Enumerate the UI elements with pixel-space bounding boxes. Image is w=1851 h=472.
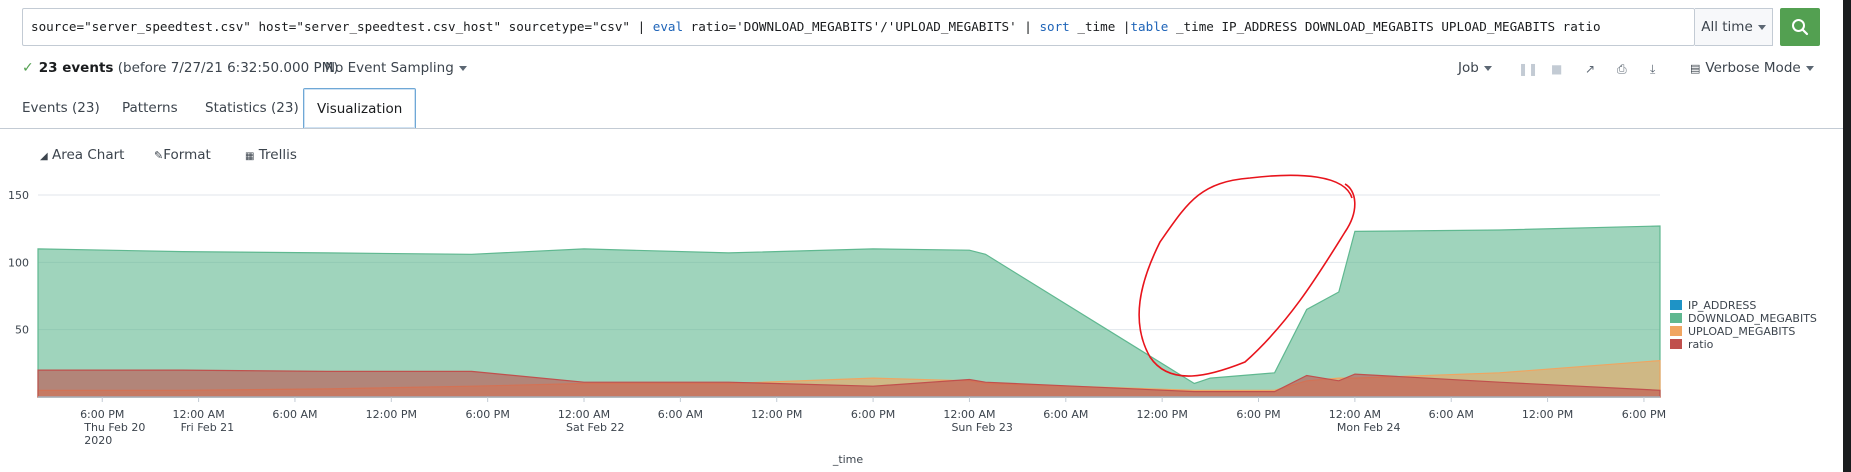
event-sampling-dropdown[interactable]: No Event Sampling (325, 60, 467, 76)
x-tick-label: 2020 (84, 434, 112, 447)
y-tick-label: 50 (15, 324, 29, 337)
chart-type-label: Area Chart (52, 147, 125, 163)
search-button[interactable] (1780, 8, 1820, 46)
format-label: Format (163, 147, 211, 163)
y-axis: 150 100 50 (8, 189, 29, 337)
x-tick-label: 6:00 PM (1236, 408, 1280, 421)
area-chart-icon: ◢ (40, 151, 48, 162)
x-tick-label: Mon Feb 24 (1337, 421, 1401, 434)
x-tick-label: 6:00 PM (80, 408, 124, 421)
series-area-download-megabits[interactable] (37, 225, 1661, 398)
x-tick-label: Sat Feb 22 (566, 421, 625, 434)
x-tick-label: 12:00 AM (558, 408, 610, 421)
pencil-icon: ✎ (154, 149, 164, 162)
query-command: table (1130, 19, 1169, 34)
mode-icon: ▤ (1690, 62, 1701, 75)
chevron-down-icon (1483, 65, 1492, 71)
x-tick-label: 12:00 PM (751, 408, 802, 421)
legend-item[interactable]: IP_ADDRESS (1688, 299, 1756, 312)
x-tick-label: 12:00 PM (1136, 408, 1187, 421)
legend-item[interactable]: UPLOAD_MEGABITS (1688, 325, 1795, 338)
x-tick-label: 12:00 AM (172, 408, 224, 421)
search-icon (1792, 19, 1809, 36)
legend-item[interactable]: ratio (1688, 338, 1714, 351)
x-tick-label: 12:00 PM (366, 408, 417, 421)
chart-toolbar: ◢ Area Chart ✎Format ▦ Trellis (0, 138, 1851, 172)
search-mode-label: Verbose Mode (1705, 60, 1801, 76)
search-mode-dropdown[interactable]: ▤ Verbose Mode (1690, 60, 1814, 76)
x-tick-label: 6:00 AM (658, 408, 703, 421)
query-text: _time IP_ADDRESS DOWNLOAD_MEGABITS UPLOA… (1168, 19, 1601, 34)
legend-swatch (1670, 339, 1682, 349)
chevron-down-icon (1757, 24, 1766, 30)
format-button[interactable]: ✎Format (154, 147, 211, 163)
x-tick-label: 12:00 AM (943, 408, 995, 421)
job-menu[interactable]: Job (1458, 60, 1492, 76)
chart-type-button[interactable]: ◢ Area Chart (40, 147, 124, 163)
trellis-button[interactable]: ▦ Trellis (245, 147, 297, 163)
tab-statistics[interactable]: Statistics (23) (205, 100, 299, 116)
x-tick-label: Fri Feb 21 (181, 421, 235, 434)
x-tick-label: 6:00 AM (1429, 408, 1474, 421)
search-bar[interactable]: source="server_speedtest.csv" host="serv… (22, 8, 1695, 46)
x-tick-label: 12:00 PM (1522, 408, 1573, 421)
x-tick-label: 6:00 PM (1622, 408, 1666, 421)
pause-icon[interactable]: ❚❚ (1518, 62, 1539, 76)
chart-series (37, 225, 1661, 398)
share-icon[interactable]: ↗ (1585, 62, 1596, 76)
x-tick-label: 6:00 PM (851, 408, 895, 421)
window-edge (1843, 0, 1851, 472)
event-sampling-label: No Event Sampling (325, 60, 454, 76)
trellis-label: Trellis (258, 147, 297, 163)
query-text: source="server_speedtest.csv" host="serv… (31, 19, 653, 34)
x-tick-label: 6:00 AM (272, 408, 317, 421)
export-icon[interactable]: ⤓ (1650, 62, 1656, 76)
tab-visualization[interactable]: Visualization (303, 88, 417, 128)
tab-patterns[interactable]: Patterns (122, 100, 178, 116)
print-icon[interactable]: ⎙ (1617, 62, 1627, 76)
query-command: sort (1039, 19, 1070, 34)
x-tick-label: Sun Feb 23 (951, 421, 1012, 434)
chart-legend: IP_ADDRESSDOWNLOAD_MEGABITSUPLOAD_MEGABI… (1670, 299, 1817, 351)
x-axis-title: _time (832, 453, 864, 466)
event-count: 23 events (38, 60, 114, 76)
chevron-down-icon (1805, 65, 1814, 71)
legend-swatch (1670, 313, 1682, 323)
stop-icon[interactable]: ■ (1551, 62, 1563, 76)
checkmark-icon: ✓ (22, 60, 34, 76)
grid-icon: ▦ (245, 151, 255, 162)
red-annotation-circle (1138, 174, 1356, 377)
series-area-ratio[interactable] (37, 369, 1661, 398)
x-tick-label: 12:00 AM (1329, 408, 1381, 421)
job-status: ✓ 23 events (before 7/27/21 6:32:50.000 … (22, 60, 339, 76)
legend-item[interactable]: DOWNLOAD_MEGABITS (1688, 312, 1817, 325)
query-text: ratio='DOWNLOAD_MEGABITS'/'UPLOAD_MEGABI… (683, 19, 1040, 34)
time-range-picker[interactable]: All time (1695, 8, 1773, 46)
tab-events[interactable]: Events (23) (22, 100, 100, 116)
job-label: Job (1458, 60, 1479, 76)
time-range-label: All time (1701, 19, 1753, 35)
y-tick-label: 100 (8, 256, 29, 269)
query-command: eval (652, 19, 684, 34)
x-tick-label: 6:00 AM (1043, 408, 1088, 421)
search-query-input[interactable]: source="server_speedtest.csv" host="serv… (31, 19, 1601, 34)
legend-swatch (1670, 326, 1682, 336)
y-tick-label: 150 (8, 189, 29, 202)
x-tick-label: 6:00 PM (465, 408, 509, 421)
x-tick-label: Thu Feb 20 (83, 421, 145, 434)
chevron-down-icon (458, 65, 467, 71)
event-time-note: (before 7/27/21 6:32:50.000 PM) (117, 60, 339, 76)
results-tabs: Events (23) Patterns Statistics (23) Vis… (0, 88, 1851, 129)
query-text: _time | (1069, 19, 1131, 34)
legend-swatch (1670, 300, 1682, 310)
